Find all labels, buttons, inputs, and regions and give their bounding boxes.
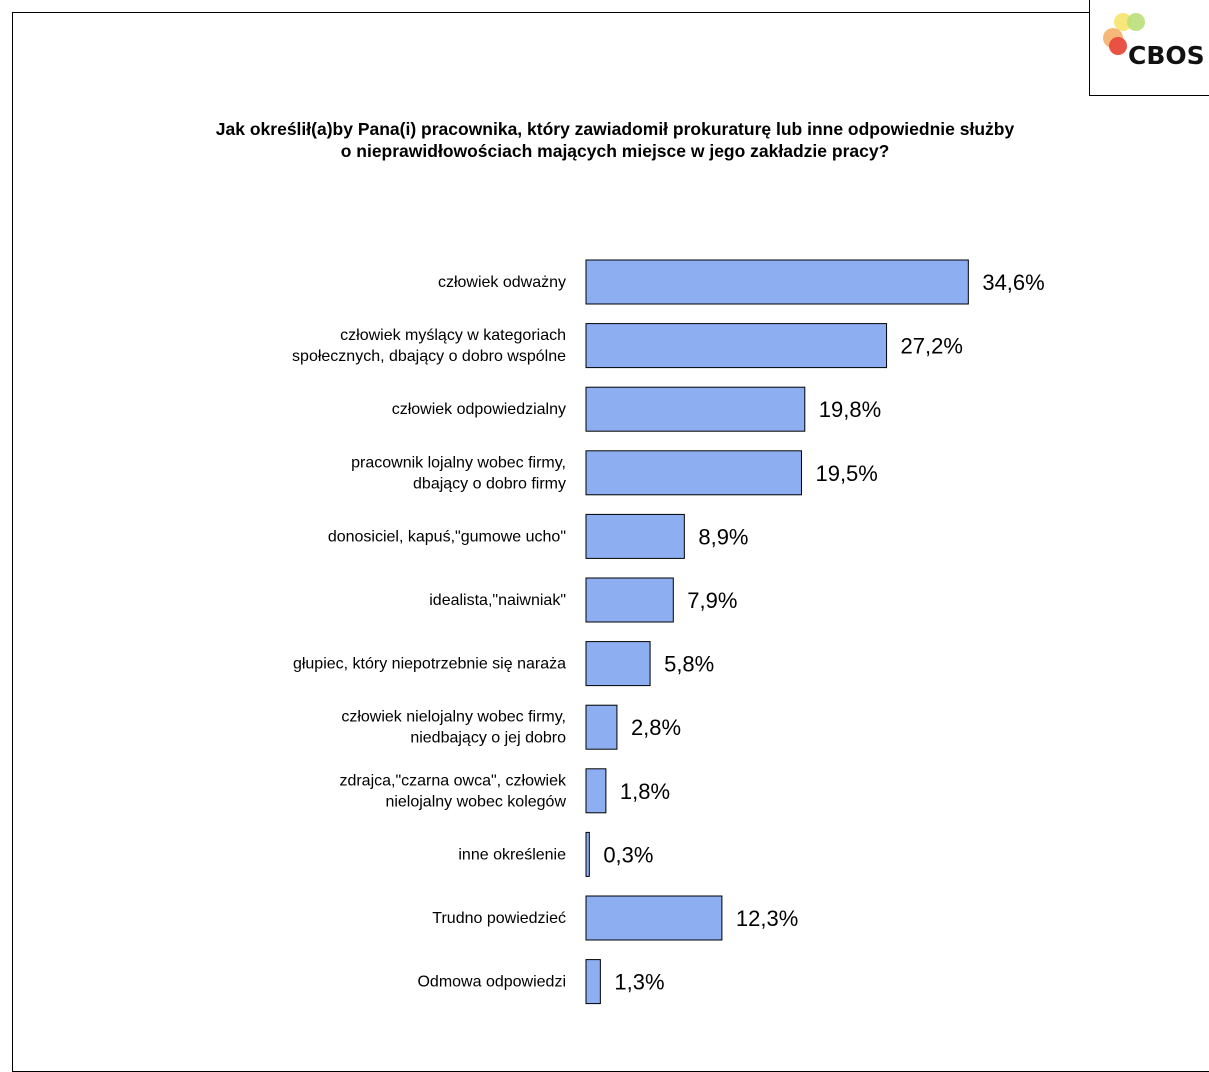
value-label: 2,8% [631,715,681,740]
value-label: 19,5% [815,461,877,486]
title-line-1: Jak określił(a)by Pana(i) pracownika, kt… [215,119,1015,139]
category-label: człowiek myślący w kategoriach [340,327,566,344]
logo-box [1089,0,1209,96]
value-label: 8,9% [698,524,748,549]
category-label: nielojalny wobec kolegów [385,793,566,810]
bar [585,641,651,687]
value-label: 7,9% [687,588,737,613]
category-label: człowiek odważny [438,274,566,291]
value-label: 1,3% [614,970,664,995]
category-label: dbający o dobro firmy [413,475,566,492]
category-label: niedbający o jej dobro [410,730,566,747]
category-label: Trudno powiedzieć [432,910,566,927]
bar [585,959,601,1005]
cbos-logo-icon [1103,13,1145,55]
bar [585,831,590,877]
category-label: społecznych, dbający o dobro wspólne [292,348,566,365]
category-label: inne określenie [458,846,566,863]
bar [585,704,618,750]
bar [585,895,723,941]
category-label: idealista,"naiwniak" [429,592,566,609]
category-label: donosiciel, kapuś,"gumowe ucho" [328,528,566,545]
category-label: zdrajca,"czarna owca", człowiek [339,772,567,789]
value-label: 1,8% [620,779,670,804]
value-label: 5,8% [664,652,714,677]
bar [585,386,806,432]
value-label: 27,2% [901,334,963,359]
category-label: człowiek odpowiedzialny [392,401,566,418]
bar [585,450,802,496]
chart-title: Jak określił(a)by Pana(i) pracownika, kt… [30,118,1200,162]
title-line-2: o nieprawidłowościach mających miejsce w… [340,141,890,161]
category-label: Odmowa odpowiedzi [417,974,566,991]
category-label: głupiec, który niepotrzebnie się naraża [293,656,566,673]
bar [585,323,888,369]
value-label: 34,6% [982,270,1044,295]
bar [585,768,607,814]
value-label: 0,3% [603,842,653,867]
value-label: 19,8% [819,397,881,422]
bar [585,259,969,305]
value-label: 12,3% [736,906,798,931]
category-label: pracownik lojalny wobec firmy, [351,454,566,471]
bar [585,513,685,559]
category-label: człowiek nielojalny wobec firmy, [341,709,566,726]
bar [585,577,674,623]
logo-text: CBOS [1128,41,1205,70]
